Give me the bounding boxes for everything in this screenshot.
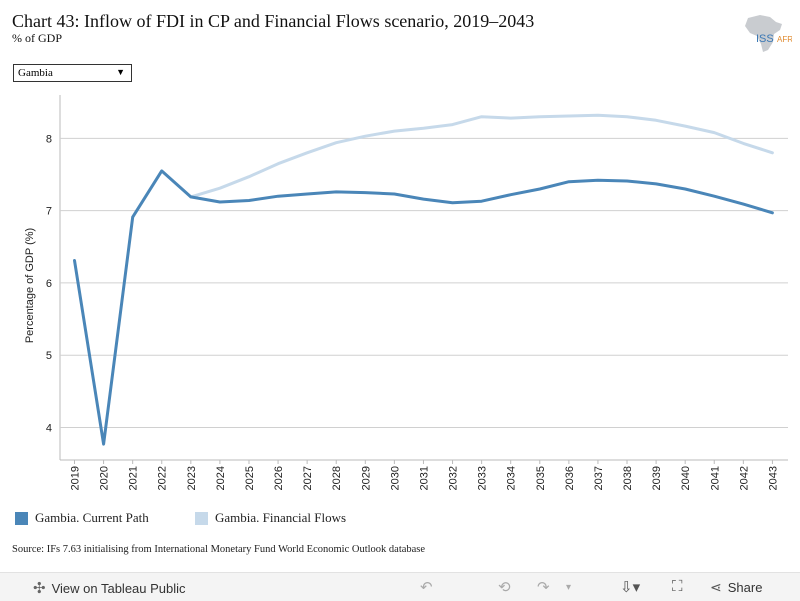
- fullscreen-icon[interactable]: ⛶: [672, 578, 683, 595]
- x-tick-label: 2040: [680, 466, 692, 490]
- y-tick-label: 4: [46, 422, 52, 434]
- share-icon: ⋖: [710, 579, 722, 595]
- country-filter-dropdown[interactable]: Gambia ▼: [13, 64, 132, 82]
- chevron-down-icon: ▼: [116, 67, 125, 77]
- svg-text:AFRICA: AFRICA: [777, 35, 792, 44]
- x-tick-label: 2036: [564, 466, 576, 490]
- x-tick-label: 2020: [99, 466, 111, 490]
- y-tick-label: 7: [46, 206, 52, 218]
- tableau-toolbar: ✣ View on Tableau Public ↶ ⟲ ↷ ▾ ⇩▾ ⛶ ⋖ …: [0, 572, 800, 601]
- y-tick-label: 8: [46, 133, 52, 145]
- revert-icon[interactable]: ⟲: [498, 579, 511, 596]
- x-tick-label: 2034: [506, 466, 518, 490]
- y-tick-label: 6: [46, 278, 52, 290]
- dropdown-selected-value: Gambia: [18, 67, 53, 79]
- series-line-current-path: [73, 169, 774, 446]
- x-tick-label: 2019: [70, 466, 82, 490]
- x-tick-label: 2043: [767, 466, 779, 490]
- legend-swatch-current-path: [15, 511, 28, 525]
- chart-subtitle: % of GDP: [12, 31, 62, 45]
- logo-text: ISS: [756, 33, 774, 45]
- x-tick-label: 2023: [186, 466, 198, 490]
- view-on-tableau-link[interactable]: ✣ View on Tableau Public: [33, 579, 186, 597]
- download-icon[interactable]: ⇩▾: [620, 579, 641, 596]
- y-tick-label: 5: [46, 350, 52, 362]
- x-tick-label: 2035: [535, 466, 547, 490]
- x-tick-label: 2037: [593, 466, 605, 490]
- x-tick-label: 2033: [477, 466, 489, 490]
- undo-icon[interactable]: ↶: [420, 579, 433, 596]
- y-axis-label: Percentage of GDP (%): [24, 228, 36, 343]
- line-chart: 4 5 6 7 8 2019 2020 2021 2022 2023 2024 2025 2026 202…: [24, 95, 788, 490]
- x-tick-label: 2031: [418, 466, 430, 490]
- x-tick-label: 2041: [709, 466, 721, 490]
- redo-icon[interactable]: ↷: [537, 579, 550, 596]
- x-tick-label: 2042: [738, 466, 750, 490]
- legend-label-current-path: Gambia. Current Path: [35, 510, 149, 525]
- legend-item-current-path[interactable]: Gambia. Current Path: [15, 510, 149, 526]
- x-tick-label: 2029: [360, 466, 372, 490]
- x-tick-label: 2022: [157, 466, 169, 490]
- x-tick-label: 2021: [128, 466, 140, 490]
- x-tick-label: 2039: [651, 466, 663, 490]
- view-on-tableau-label: View on Tableau Public: [51, 580, 186, 596]
- x-tick-label: 2024: [215, 466, 227, 490]
- chart-title: Chart 43: Inflow of FDI in CP and Financ…: [12, 11, 535, 31]
- legend-swatch-financial-flows: [195, 511, 208, 525]
- source-note: Source: IFs 7.63 initialising from Inter…: [12, 544, 426, 555]
- x-tick-label: 2028: [331, 466, 343, 490]
- x-tick-label: 2025: [244, 466, 256, 490]
- series-line-financial-flows: [189, 113, 774, 199]
- share-button[interactable]: ⋖ Share: [710, 579, 762, 596]
- x-tick-label: 2030: [389, 466, 401, 490]
- x-tick-label: 2032: [448, 466, 460, 490]
- x-tick-label: 2027: [302, 466, 314, 490]
- iss-africa-logo: ISS AFRICA: [745, 15, 792, 52]
- legend-item-financial-flows[interactable]: Gambia. Financial Flows: [195, 510, 346, 526]
- x-tick-label: 2026: [273, 466, 285, 490]
- legend-label-financial-flows: Gambia. Financial Flows: [215, 510, 347, 525]
- x-tick-label: 2038: [622, 466, 634, 490]
- share-label: Share: [727, 580, 763, 595]
- tableau-icon: ✣: [33, 580, 46, 597]
- redo-menu-chevron-icon[interactable]: ▾: [566, 582, 572, 593]
